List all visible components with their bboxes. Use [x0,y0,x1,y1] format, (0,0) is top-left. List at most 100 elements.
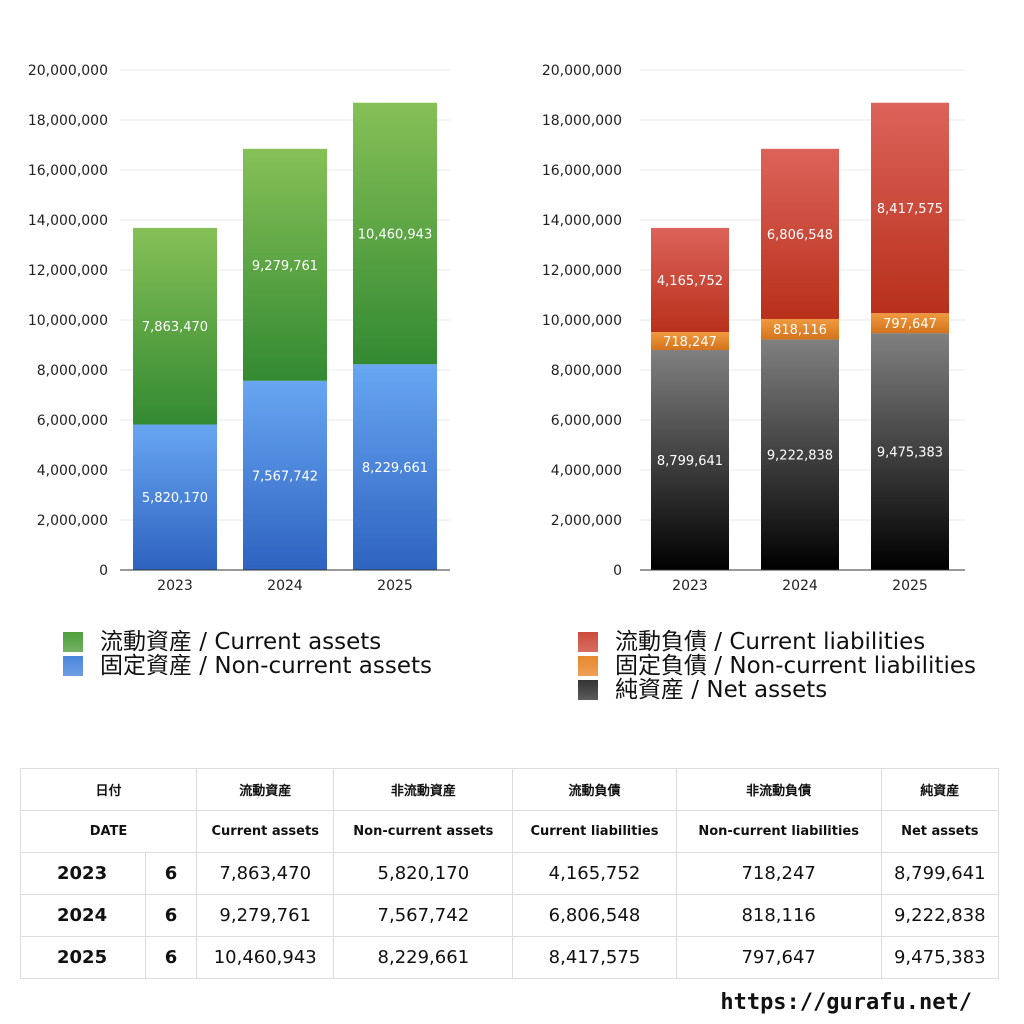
cell-value: 8,417,575 [512,936,677,979]
bar-segment [761,148,839,319]
bar-segment [133,227,217,425]
header-net-assets-en: Net assets [880,810,1000,853]
bar-segment [761,318,839,340]
data-label: 4,165,752 [657,274,723,289]
cell-value: 7,567,742 [333,894,514,937]
bar-segment [871,333,949,570]
data-label: 9,279,761 [252,259,318,274]
x-tick-label: 2023 [672,578,708,594]
bar-segment [243,380,327,570]
y-tick-label: 2,000,000 [551,513,622,529]
chart-1: 0 2,000,000 4,000,000 6,000,000 8,000,000 10,… [28,63,450,594]
data-label: 8,799,641 [657,454,723,469]
header-noncurrent-liabilities-en: Non-current liabilities [675,810,882,853]
header-current-liabilities-en: Current liabilities [512,810,677,853]
y-tick-label: 4,000,000 [37,463,108,479]
header-date-jp: 日付 [20,768,197,811]
data-label: 6,806,548 [767,228,833,243]
chart-2: 0 2,000,000 4,000,000 6,000,000 8,000,000 10,… [542,63,965,594]
bar-segment [871,102,949,314]
data-label: 7,567,742 [252,469,318,484]
legend-label: 流動資産 / Current assets [100,629,382,655]
bar-segment [651,332,729,351]
header-current-assets-en: Current assets [195,810,335,853]
bar-segment [353,364,437,570]
bar-segment [651,227,729,333]
legend-liabilities: 流動負債 / Current liabilities 固定負債 / Non-cur… [578,630,976,702]
bar-segment [353,102,437,365]
cell-value: 8,799,641 [880,852,1000,895]
legend-item: 固定資産 / Non-current assets [63,654,432,678]
y-tick-label: 4,000,000 [551,463,622,479]
y-tick-label: 10,000,000 [542,313,622,329]
cell-value: 4,165,752 [512,852,677,895]
bar-segment [871,313,949,334]
x-tick-label: 2025 [892,578,928,594]
cell-value: 818,116 [675,894,882,937]
y-tick-label: 10,000,000 [28,313,108,329]
legend-swatch [63,656,83,676]
cell-value: 10,460,943 [195,936,335,979]
data-label: 818,116 [773,323,827,338]
bar-segment [133,424,217,570]
y-tick-label: 0 [99,563,108,579]
legend-item: 流動資産 / Current assets [63,630,432,654]
y-tick-label: 6,000,000 [37,413,108,429]
cell-value: 7,863,470 [195,852,335,895]
table-row: 2024 6 9,279,761 7,567,742 6,806,548 818,116 9… [20,894,1000,937]
data-table: 日付 流動資産 非流動資産 流動負債 非流動負債 純資産 DATE Curren… [20,768,1000,979]
data-label: 8,229,661 [362,461,428,476]
data-label: 9,475,383 [877,446,943,461]
cell-value: 718,247 [675,852,882,895]
legend-item: 純資産 / Net assets [578,678,976,702]
cell-value: 9,475,383 [880,936,1000,979]
legend-label: 固定資産 / Non-current assets [100,653,433,679]
table-header-jp: 日付 流動資産 非流動資産 流動負債 非流動負債 純資産 [20,768,1000,811]
y-tick-label: 8,000,000 [37,363,108,379]
y-tick-label: 12,000,000 [542,263,622,279]
cell-year: 2023 [20,852,146,895]
y-tick-label: 18,000,000 [28,113,108,129]
y-tick-label: 16,000,000 [542,163,622,179]
bar-segment [243,148,327,381]
header-date-en: DATE [20,810,197,853]
y-tick-label: 20,000,000 [28,63,108,79]
cell-value: 5,820,170 [333,852,514,895]
legend-swatch [578,680,598,700]
legend-item: 固定負債 / Non-current liabilities [578,654,976,678]
legend-assets: 流動資産 / Current assets 固定資産 / Non-current … [63,630,432,678]
header-noncurrent-assets-jp: 非流動資産 [333,768,514,811]
data-label: 797,647 [883,317,937,332]
y-tick-label: 14,000,000 [542,213,622,229]
header-noncurrent-liabilities-jp: 非流動負債 [675,768,882,811]
data-label: 718,247 [663,335,717,350]
y-tick-label: 18,000,000 [542,113,622,129]
cell-value: 9,279,761 [195,894,335,937]
y-tick-label: 8,000,000 [551,363,622,379]
header-current-assets-jp: 流動資産 [195,768,335,811]
bar-segment [651,350,729,570]
y-tick-label: 2,000,000 [37,513,108,529]
header-noncurrent-assets-en: Non-current assets [333,810,514,853]
legend-swatch [578,656,598,676]
cell-year: 2025 [20,936,146,979]
cell-value: 6,806,548 [512,894,677,937]
data-label: 8,417,575 [877,202,943,217]
x-tick-label: 2024 [782,578,818,594]
cell-month: 6 [145,852,197,895]
y-tick-label: 6,000,000 [551,413,622,429]
data-label: 9,222,838 [767,449,833,464]
x-tick-label: 2025 [377,578,413,594]
data-label: 5,820,170 [142,491,208,506]
legend-label: 純資産 / Net assets [615,677,828,703]
legend-label: 固定負債 / Non-current liabilities [615,653,976,679]
balance-sheet-charts: 0 2,000,000 4,000,000 6,000,000 8,000,000 10,… [28,63,965,594]
y-tick-label: 12,000,000 [28,263,108,279]
table-row: 2025 6 10,460,943 8,229,661 8,417,575 797,647… [20,936,1000,979]
site-url: https://gurafu.net/ [720,990,972,1015]
cell-value: 797,647 [675,936,882,979]
cell-value: 8,229,661 [333,936,514,979]
bar-segment [761,339,839,570]
cell-value: 9,222,838 [880,894,1000,937]
cell-month: 6 [145,894,197,937]
